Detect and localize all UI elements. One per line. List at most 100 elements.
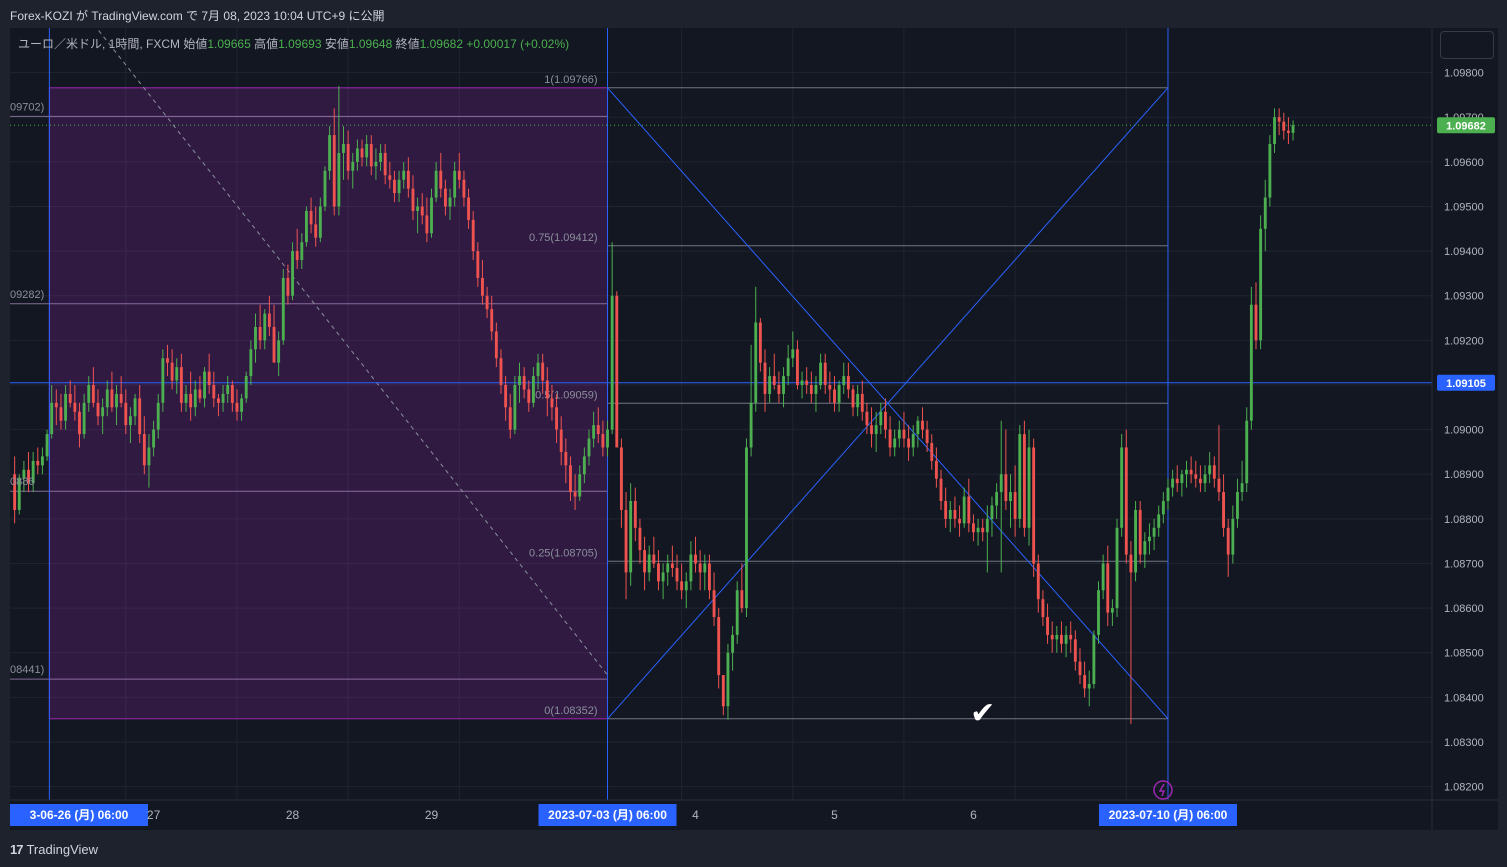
candle-body	[1231, 518, 1235, 555]
candle-up	[518, 362, 521, 403]
candle-down	[142, 416, 146, 475]
candle-down	[91, 367, 95, 408]
candle-down	[508, 393, 512, 439]
candle-down	[559, 416, 563, 466]
candle-body	[453, 170, 457, 198]
candle-down	[369, 135, 373, 176]
candle-body	[1198, 478, 1202, 484]
y-tick-label: 1.08800	[1444, 514, 1484, 526]
candle-body	[1236, 492, 1239, 519]
candle-body	[791, 349, 795, 359]
candle-up	[874, 411, 878, 452]
candle-up	[305, 206, 308, 247]
candle-up	[263, 309, 267, 350]
chart-control-box[interactable]	[1440, 31, 1494, 59]
candle-up	[1018, 425, 1022, 528]
checkmark-annotation: ✔	[970, 696, 995, 731]
candle-body	[874, 425, 878, 435]
candle-body	[948, 509, 952, 519]
candle-up	[50, 384, 54, 439]
candle-down	[907, 425, 911, 461]
candle-body	[944, 501, 948, 519]
candle-body	[485, 295, 489, 310]
candle-body	[124, 402, 128, 426]
candle-body	[670, 563, 674, 568]
candle-body	[689, 554, 693, 582]
candle-down	[624, 492, 628, 600]
candle-down	[1175, 465, 1179, 493]
candle-body	[1013, 492, 1017, 519]
candle-down	[1032, 438, 1036, 577]
candle-body	[1263, 197, 1267, 229]
fib-level-label: 0.5(1.09059)	[535, 389, 597, 401]
candle-up	[430, 188, 433, 238]
candle-body	[907, 438, 911, 448]
candle-down	[59, 393, 63, 430]
candle-up	[342, 126, 345, 180]
candle-up	[786, 344, 790, 385]
candle-down	[272, 304, 276, 363]
candle-body	[550, 398, 554, 408]
candle-body	[934, 460, 938, 479]
candle-up	[397, 170, 401, 203]
candle-down	[619, 438, 623, 528]
candle-down	[564, 438, 568, 484]
candle-up	[244, 371, 248, 403]
candle-body	[846, 376, 850, 390]
candle-down	[346, 130, 350, 180]
candle-down	[286, 264, 290, 305]
candle-body	[1194, 474, 1198, 479]
candle-down	[471, 210, 475, 261]
candle-down	[309, 197, 313, 234]
candle-body	[263, 313, 267, 341]
y-tick-label: 1.08200	[1444, 782, 1484, 794]
candle-up	[703, 554, 707, 591]
candle-down	[217, 393, 220, 417]
candle-down	[972, 514, 975, 542]
candle-body	[170, 362, 174, 381]
symbol-name[interactable]: ユーロ／米ドル, 1時間, FXCM	[18, 37, 181, 51]
candle-body	[166, 358, 169, 363]
candle-body	[388, 175, 392, 180]
candle-down	[295, 228, 299, 269]
chart-canvas[interactable]: 1.098001.097001.096001.095001.094001.093…	[10, 28, 1498, 830]
candle-body	[365, 144, 369, 158]
candle-body	[717, 617, 721, 676]
y-tick-label: 1.09300	[1444, 291, 1484, 303]
candle-body	[814, 384, 818, 394]
candle-body	[87, 384, 91, 403]
candle-up	[1092, 630, 1096, 689]
candle-body	[1222, 492, 1225, 528]
y-tick-label: 1.09400	[1444, 246, 1484, 258]
tradingview-logo[interactable]: 17 TradingView	[10, 842, 98, 857]
candle-body	[105, 389, 109, 408]
candle-body	[300, 242, 304, 261]
candle-down	[1060, 621, 1063, 653]
candle-body	[726, 652, 730, 707]
candle-up	[402, 161, 406, 189]
candle-body	[684, 581, 688, 591]
candle-up	[647, 545, 651, 582]
candle-down	[740, 563, 744, 613]
gann-line-up	[607, 87, 1169, 720]
y-tick-label: 1.09600	[1444, 157, 1484, 169]
candle-body	[837, 384, 841, 403]
candle-up	[300, 233, 304, 269]
candle-body	[930, 443, 934, 461]
candle-up	[434, 161, 438, 203]
candle-body	[939, 478, 943, 502]
candle-up	[990, 496, 994, 537]
candle-down	[522, 367, 526, 399]
candle-body	[203, 371, 206, 399]
x-tick-label: 28	[286, 808, 300, 822]
candle-body	[1115, 527, 1119, 609]
candle-up	[365, 135, 369, 167]
candle-body	[911, 434, 915, 448]
candle-body	[1282, 121, 1286, 131]
candle-body	[999, 474, 1003, 493]
candle-down	[499, 349, 503, 394]
candle-up	[1055, 625, 1059, 653]
candle-up	[661, 563, 665, 600]
candle-down	[1282, 112, 1286, 140]
candle-body	[342, 144, 345, 153]
